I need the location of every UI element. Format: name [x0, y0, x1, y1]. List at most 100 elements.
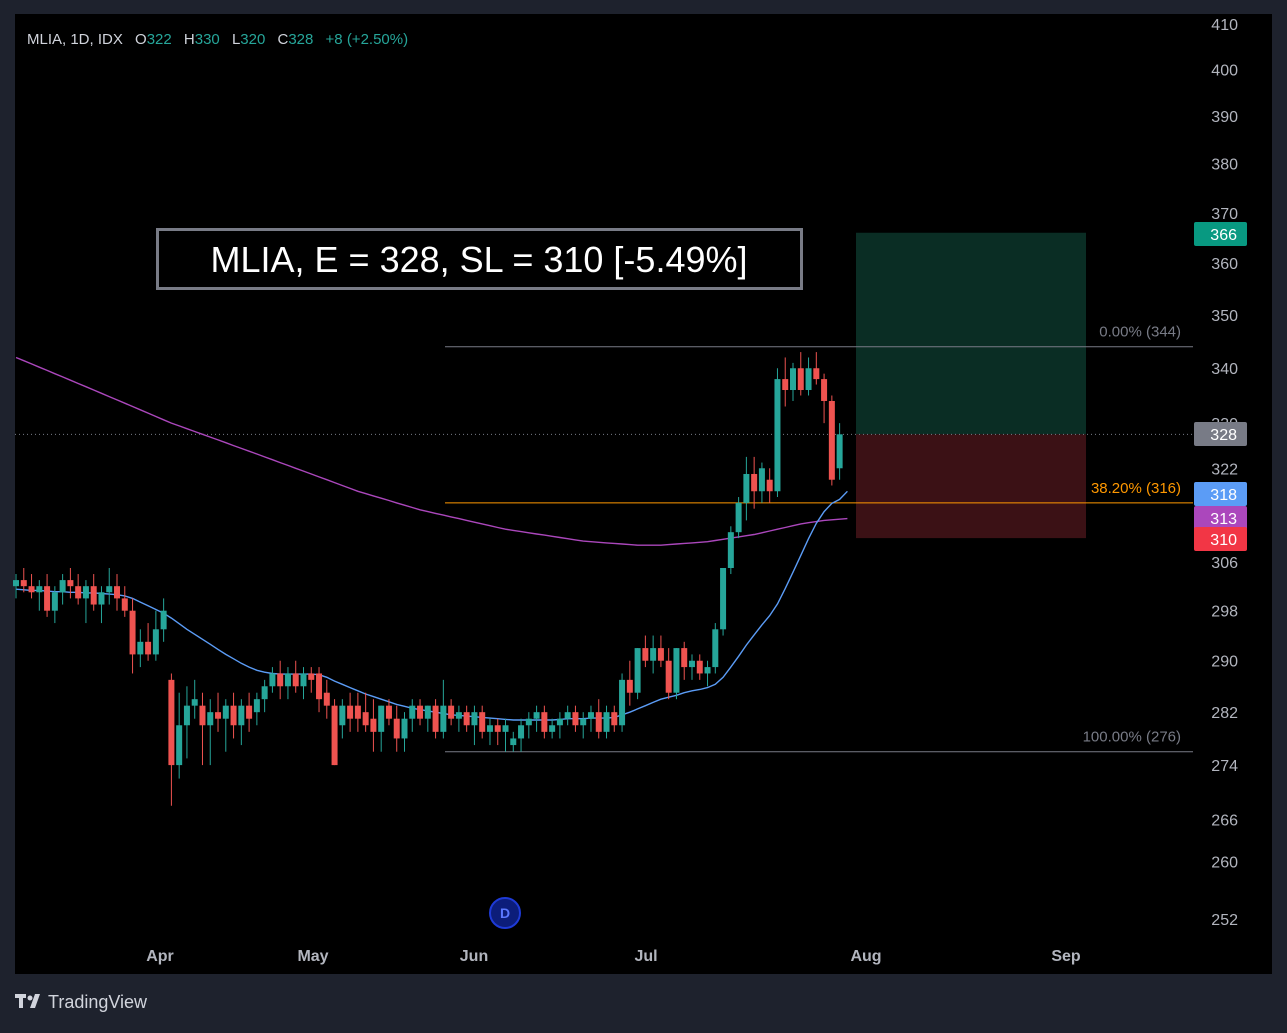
price-tick-label: 400: [1211, 62, 1238, 79]
candle: [183, 686, 190, 759]
candle: [36, 580, 43, 611]
candle: [284, 667, 291, 700]
price-tick-label: 274: [1211, 758, 1238, 775]
candle: [665, 648, 672, 700]
price-tag: 318: [1194, 482, 1247, 506]
candle: [316, 667, 323, 713]
candle: [59, 574, 66, 605]
candle: [28, 574, 35, 599]
fib-level-label: 0.00% (344): [1099, 324, 1181, 341]
candle: [300, 667, 307, 700]
price-tick-label: 350: [1211, 308, 1238, 325]
candle: [191, 679, 198, 719]
candle: [331, 699, 338, 766]
candle: [44, 574, 51, 617]
candle: [704, 660, 711, 687]
candle: [720, 568, 727, 636]
candle: [813, 352, 820, 385]
tradingview-logo[interactable]: TradingView: [15, 992, 148, 1012]
candle: [486, 718, 493, 746]
open-value: 322: [147, 31, 172, 48]
candle: [354, 692, 361, 732]
candle: [805, 357, 812, 396]
candle: [207, 699, 214, 766]
candle: [308, 667, 315, 693]
candle: [650, 635, 657, 674]
candle: [440, 679, 447, 739]
candle: [549, 718, 556, 739]
high-label: H: [184, 31, 195, 48]
candle: [176, 692, 183, 779]
candle: [362, 692, 369, 732]
candle: [735, 497, 742, 539]
sma-short-line: [15, 490, 848, 721]
annotation-box[interactable]: MLIA, E = 328, SL = 310 [-5.49%]: [156, 228, 803, 290]
candle: [751, 456, 758, 509]
price-tick-label: 282: [1211, 705, 1238, 722]
candle: [424, 705, 431, 732]
price-tick-label: 260: [1211, 855, 1238, 872]
candle: [727, 526, 734, 575]
candle: [541, 705, 548, 739]
fib-level-label: 100.00% (276): [1083, 729, 1181, 746]
dividend-marker-icon[interactable]: [489, 897, 521, 929]
event-marker[interactable]: D: [489, 897, 521, 929]
candle: [712, 623, 719, 674]
candle: [106, 568, 113, 605]
candle: [556, 712, 563, 739]
position-zones[interactable]: [15, 232, 1192, 539]
candle: [471, 705, 478, 746]
fibonacci-retracement[interactable]: 0.00% (344) 38.20% (316) 100.00% (276): [445, 324, 1193, 753]
symbol-legend[interactable]: MLIA, 1D, IDX O322 H330 L320 C328 +8 (+2…: [27, 31, 408, 48]
candle: [261, 679, 268, 713]
price-tag: 313: [1194, 506, 1247, 530]
price-tick-label: 266: [1211, 813, 1238, 830]
candle: [502, 718, 509, 752]
candle: [246, 692, 253, 732]
candle: [292, 660, 299, 693]
candle: [277, 660, 284, 700]
sma-long-line: [15, 356, 848, 546]
price-tick-label: 290: [1211, 654, 1238, 671]
stop-zone[interactable]: [856, 434, 1086, 539]
candle: [20, 568, 27, 593]
candle: [455, 705, 462, 732]
candle: [619, 673, 626, 732]
candle: [75, 574, 82, 605]
candle: [168, 673, 175, 806]
price-tick-label: 298: [1211, 604, 1238, 621]
candle: [323, 679, 330, 719]
candle: [587, 705, 594, 732]
annotation-text: MLIA, E = 328, SL = 310 [-5.49%]: [211, 239, 748, 280]
price-tick-label: 390: [1211, 109, 1238, 126]
candle: [114, 574, 121, 611]
price-tick-label: 322: [1211, 461, 1238, 478]
candle: [13, 574, 19, 599]
price-tag: 310: [1194, 527, 1247, 551]
candle: [393, 705, 400, 752]
candle: [657, 635, 664, 668]
time-tick-label: Apr: [146, 948, 174, 965]
candle: [836, 423, 843, 480]
symbol-name: MLIA, 1D, IDX: [27, 31, 123, 48]
tradingview-brand-name: TradingView: [48, 992, 148, 1012]
price-axis[interactable]: 4104003903803703603503403303223062982902…: [1211, 17, 1238, 929]
price-tick-label: 360: [1211, 256, 1238, 273]
candle: [688, 654, 695, 680]
candle: [572, 705, 579, 732]
target-zone[interactable]: [856, 232, 1086, 435]
tradingview-logo-icon: [15, 994, 40, 1008]
candle: [238, 699, 245, 746]
candle: [401, 712, 408, 752]
time-tick-label: Jul: [634, 948, 657, 965]
time-tick-label: Jun: [460, 948, 488, 965]
candle: [160, 598, 167, 642]
candle: [222, 699, 229, 752]
candle: [230, 692, 237, 739]
low-value: 320: [240, 31, 265, 48]
candle: [634, 648, 641, 700]
candle: [603, 705, 610, 739]
time-axis[interactable]: Apr May Jun Jul Aug Sep: [146, 948, 1081, 965]
candle: [479, 705, 486, 739]
